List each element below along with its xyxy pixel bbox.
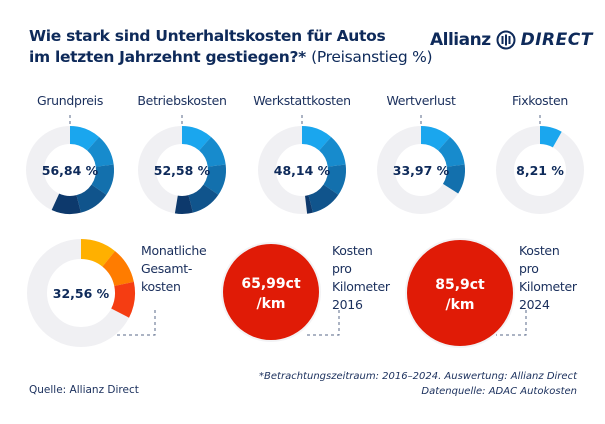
title-line-2: im letzten Jahrzehnt gestiegen?* <box>29 48 306 66</box>
total-cost-label: Monatliche Gesamt-kosten <box>141 242 207 296</box>
donut-segment <box>203 164 226 195</box>
cost-per-km-label: Kosten pro Kilometer 2024 <box>519 242 577 314</box>
footnote-datasource: Datenquelle: ADAC Autokosten <box>421 386 577 397</box>
allianz-direct-logo: Allianz DIRECT <box>430 30 593 50</box>
cost-value: 85,9ct <box>435 277 485 293</box>
title-line-1: Wie stark sind Unterhaltskosten für Auto… <box>29 27 386 45</box>
cost-unit: /km <box>256 296 285 312</box>
donut-segment <box>539 126 562 148</box>
donut-segment <box>91 164 114 195</box>
category-label: Grundpreis <box>36 93 104 108</box>
donut-segment <box>307 184 339 213</box>
donut-segment <box>174 195 193 214</box>
label-line: kosten <box>141 279 181 294</box>
footnote-period: *Betrachtungszeitraum: 2016–2024. Auswer… <box>259 371 577 382</box>
donut-segment <box>80 239 116 267</box>
label-line: Gesamt- <box>141 261 193 276</box>
donut-value-label: 48,14 % <box>274 163 331 178</box>
label-line: pro <box>519 261 539 276</box>
logo-product: DIRECT <box>520 30 593 50</box>
allianz-eagle-icon <box>496 30 516 50</box>
donut-segment <box>437 136 465 168</box>
donut-segment <box>323 164 346 195</box>
donut-segment <box>187 184 219 213</box>
label-line: Kosten <box>519 243 560 258</box>
label-line: Kilometer <box>519 279 577 294</box>
label-line: pro <box>332 261 352 276</box>
chart-title: Wie stark sind Unterhaltskosten für Auto… <box>29 26 433 68</box>
donut-value-label: 33,97 % <box>393 163 450 178</box>
label-line: Kosten <box>332 243 373 258</box>
category-label: Fixkosten <box>512 93 568 108</box>
donut-segment <box>420 126 451 151</box>
connector-line <box>305 310 340 336</box>
category-label: Werkstattkosten <box>253 93 351 108</box>
cost-per-km-circle <box>223 244 319 340</box>
donut-segment <box>304 195 313 214</box>
donut-segment <box>75 184 107 213</box>
donut-segment <box>51 193 81 214</box>
donut-segment <box>102 251 134 287</box>
donut-value-label: 32,56 % <box>53 286 110 301</box>
donut-value-label: 52,58 % <box>154 163 211 178</box>
donut-segment <box>198 136 226 168</box>
label-line: 2024 <box>519 297 550 312</box>
label-line: 2016 <box>332 297 363 312</box>
donut-segment <box>318 136 346 168</box>
donut-segment <box>86 136 114 168</box>
cost-value: 65,99ct <box>241 276 301 292</box>
donut-value-label: 56,84 % <box>42 163 99 178</box>
category-label: Wertverlust <box>386 93 456 108</box>
donut-segment <box>181 126 212 151</box>
donut-segment <box>442 164 465 194</box>
source-text: Quelle: Allianz Direct <box>29 384 139 396</box>
donut-segment <box>301 126 332 151</box>
cost-per-km-circle <box>407 240 513 346</box>
connector-line <box>496 310 527 336</box>
donut-segment <box>69 126 100 151</box>
donut-value-label: 8,21 % <box>516 163 564 178</box>
category-label: Betriebskosten <box>137 93 227 108</box>
label-line: Monatliche <box>141 243 207 258</box>
label-line: Kilometer <box>332 279 390 294</box>
title-unit: (Preisanstieg %) <box>311 48 433 66</box>
logo-brand: Allianz <box>430 30 491 50</box>
donut-segment <box>111 281 135 318</box>
connector-line <box>116 310 156 336</box>
cost-per-km-label: Kosten pro Kilometer 2016 <box>332 242 390 314</box>
cost-unit: /km <box>445 297 474 313</box>
